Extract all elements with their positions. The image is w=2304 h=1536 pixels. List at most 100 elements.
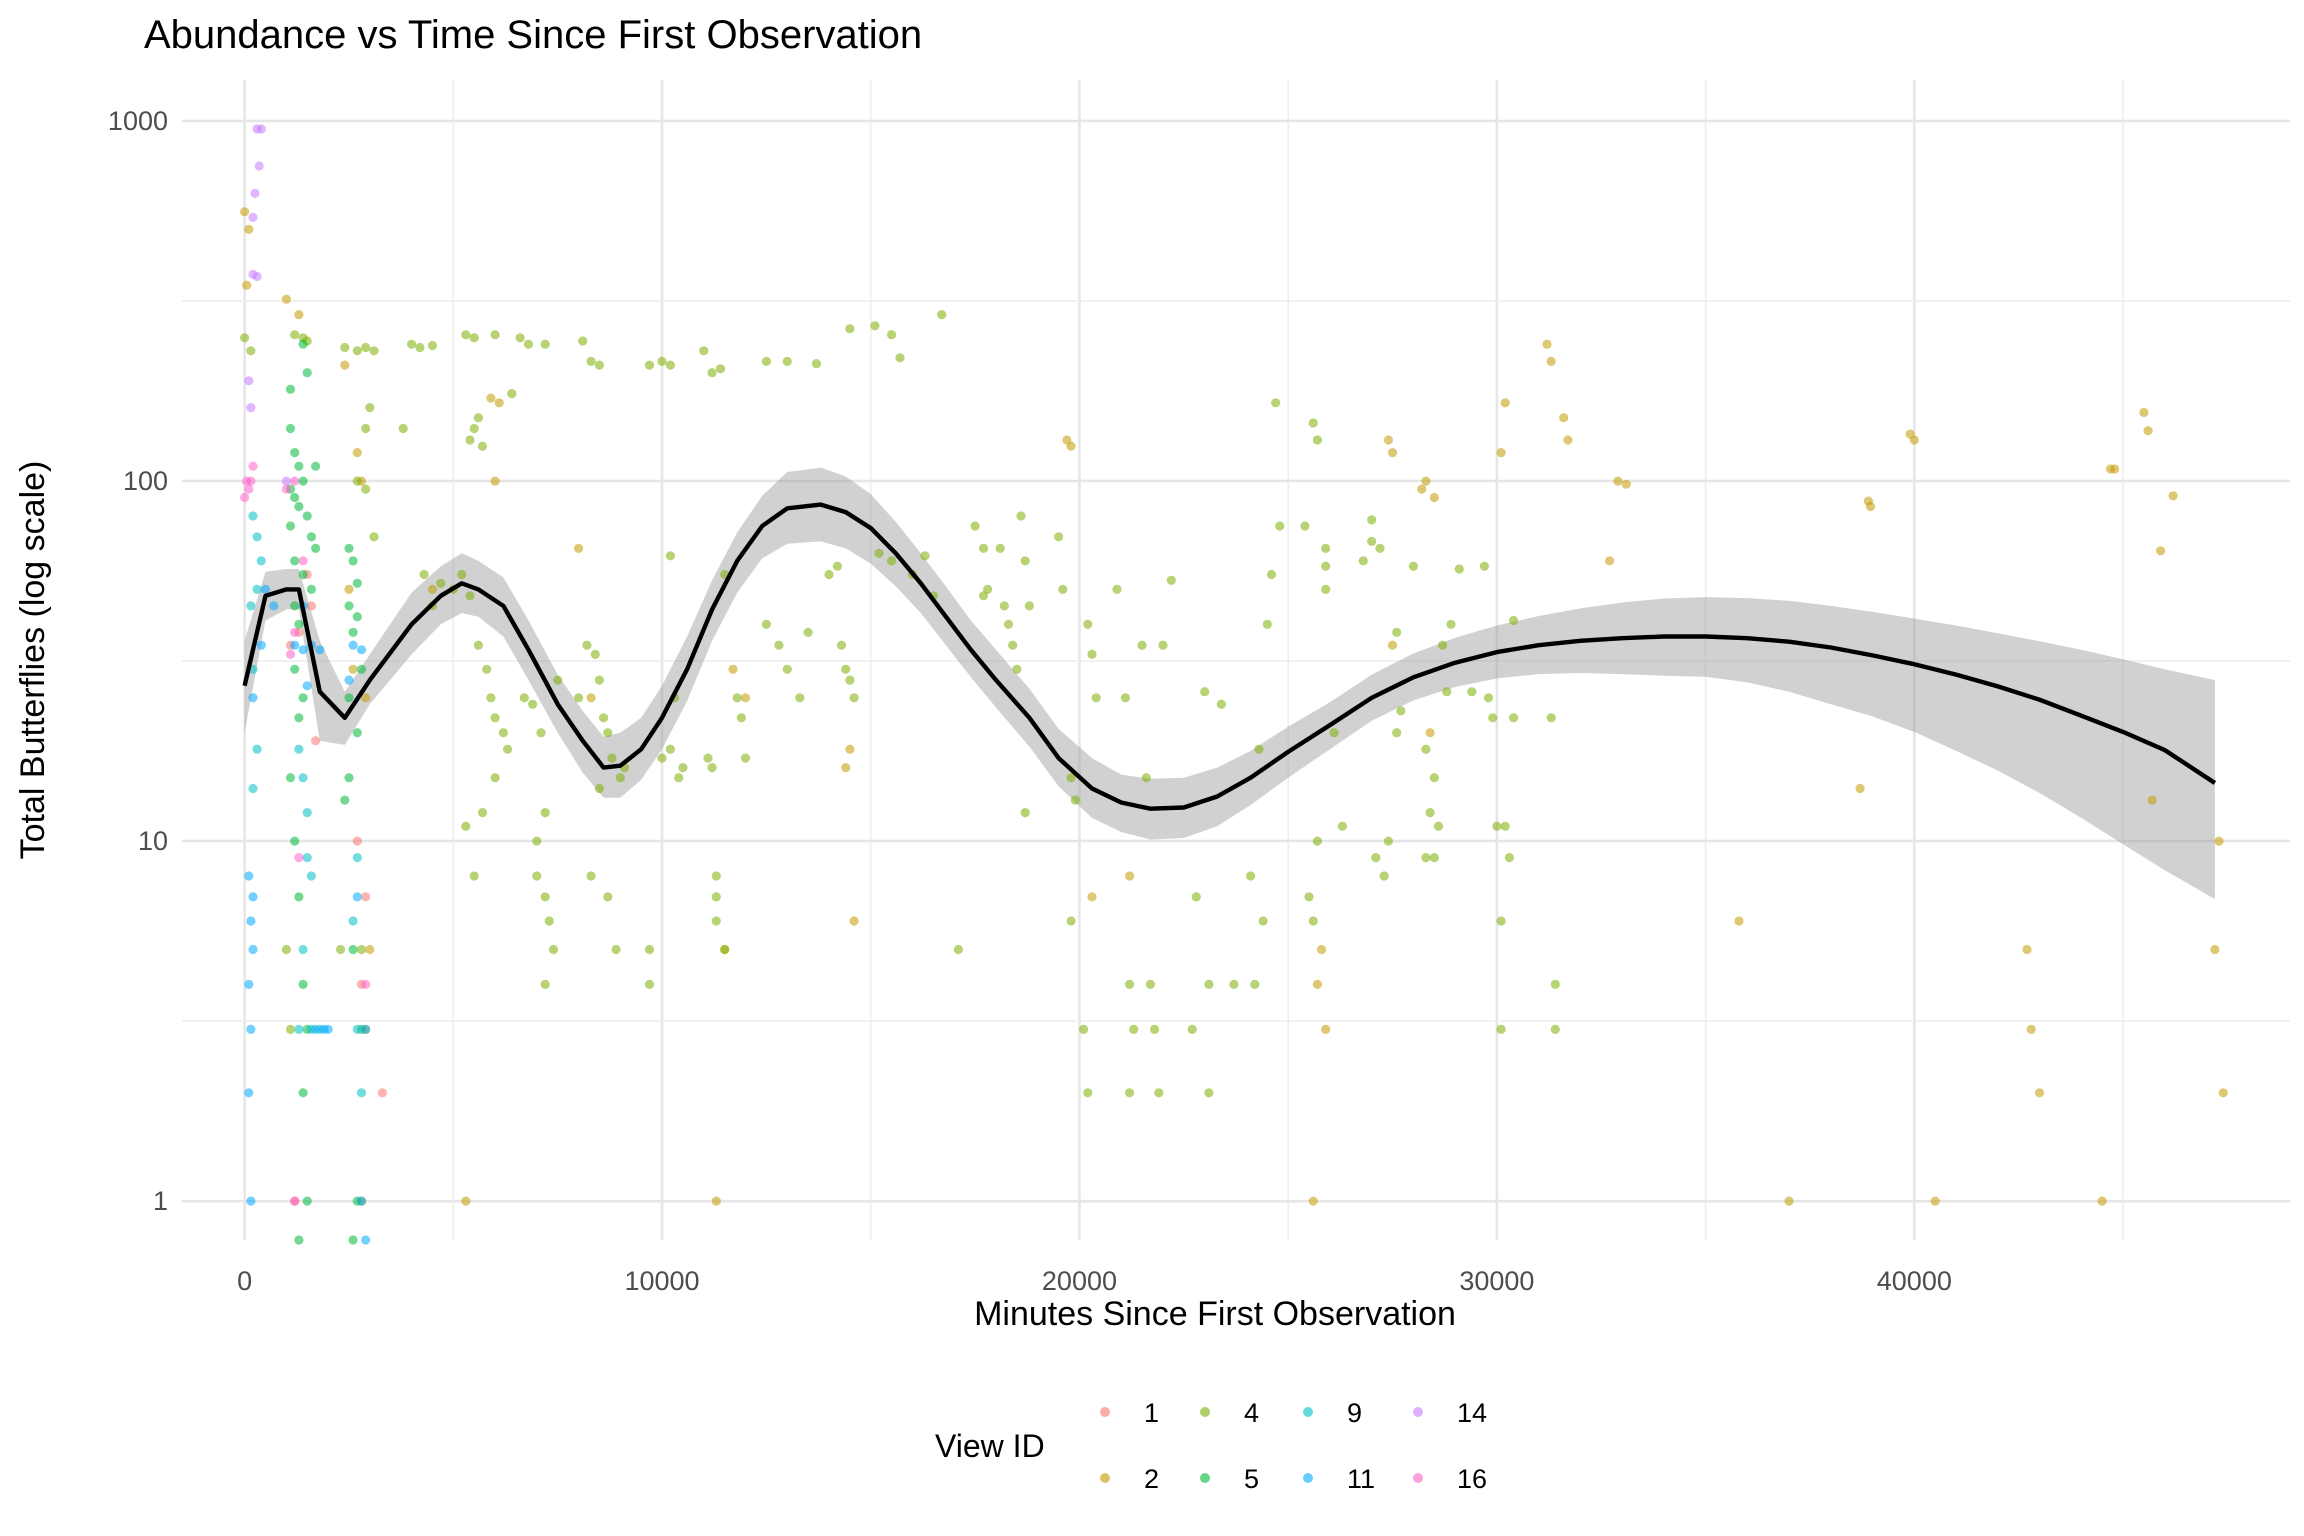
data-point <box>298 339 308 349</box>
data-point <box>1367 536 1377 547</box>
data-point <box>594 360 605 370</box>
data-point <box>1550 1024 1560 1034</box>
data-point <box>711 916 721 926</box>
data-point <box>845 675 855 685</box>
data-point <box>246 346 256 356</box>
legend-label: 1 <box>1144 1398 1159 1428</box>
data-point <box>248 693 258 703</box>
data-point <box>1070 795 1080 805</box>
data-point <box>503 744 513 754</box>
data-point <box>302 368 312 378</box>
data-point <box>2034 1088 2045 1098</box>
data-point <box>644 944 655 955</box>
confidence-band-area <box>244 467 2215 900</box>
data-point <box>2143 426 2153 436</box>
data-point <box>256 640 266 650</box>
data-point <box>849 693 859 703</box>
data-point <box>361 1235 371 1245</box>
data-point <box>995 543 1005 554</box>
data-point <box>306 532 316 542</box>
data-point <box>248 269 258 279</box>
legend-label: 9 <box>1347 1398 1362 1428</box>
data-point <box>1383 435 1393 445</box>
data-point <box>1317 944 1327 955</box>
data-point <box>845 324 855 334</box>
data-point <box>774 640 784 650</box>
data-point <box>285 521 296 531</box>
data-point <box>574 693 584 703</box>
data-point <box>356 1088 367 1098</box>
legend-key <box>1200 1407 1210 1417</box>
data-point <box>578 336 588 346</box>
data-point <box>461 1196 471 1206</box>
data-point <box>290 1196 300 1206</box>
data-point <box>1621 479 1631 489</box>
data-point <box>344 543 354 554</box>
legend: View ID 1 2 4 5 9 11 14 16 <box>935 1398 1487 1494</box>
data-point <box>1024 601 1034 611</box>
data-point <box>803 627 813 638</box>
data-point <box>340 342 350 353</box>
legend-key <box>1100 1407 1110 1417</box>
data-point <box>582 640 592 650</box>
data-point <box>1166 575 1176 585</box>
data-point <box>477 808 488 818</box>
data-point <box>352 346 362 356</box>
data-point <box>361 693 371 703</box>
y-tick-label: 1 <box>153 1186 168 1216</box>
data-point <box>298 944 308 955</box>
data-point <box>352 836 362 846</box>
data-point <box>707 763 717 773</box>
x-tick-label: 40000 <box>1877 1266 1952 1296</box>
data-point <box>1246 871 1256 881</box>
x-tick-label: 0 <box>237 1266 252 1296</box>
data-point <box>1417 484 1427 494</box>
series-view-14 <box>244 124 291 486</box>
data-point <box>348 916 358 926</box>
data-point <box>540 979 550 990</box>
data-point <box>477 441 488 451</box>
data-point <box>294 853 304 863</box>
data-point <box>841 664 851 674</box>
data-point <box>2210 944 2220 955</box>
legend-entry-5: 5 <box>1200 1464 1259 1494</box>
data-point <box>1066 441 1076 451</box>
data-point <box>352 892 362 902</box>
data-point <box>248 461 258 471</box>
data-point <box>361 892 371 902</box>
data-point <box>490 773 500 783</box>
data-point <box>1141 773 1151 783</box>
data-point <box>836 640 847 650</box>
data-point <box>306 871 316 881</box>
data-point <box>246 1024 256 1034</box>
data-point <box>1375 543 1385 554</box>
data-point <box>365 403 375 413</box>
data-point <box>657 356 667 366</box>
data-point <box>1438 640 1448 650</box>
data-point <box>498 728 508 738</box>
data-point <box>611 944 621 955</box>
data-point <box>427 340 438 351</box>
data-point <box>1371 853 1381 863</box>
data-point <box>532 836 542 846</box>
data-point <box>336 944 346 955</box>
data-point <box>281 944 291 955</box>
data-point <box>1784 1196 1794 1206</box>
data-point <box>1312 836 1322 846</box>
data-point <box>294 310 304 320</box>
data-point <box>1204 1088 1214 1098</box>
data-point <box>361 484 371 494</box>
data-point <box>1408 561 1418 571</box>
legend-entry-4: 4 <box>1200 1398 1259 1428</box>
data-point <box>1546 356 1556 366</box>
data-point <box>1312 435 1322 445</box>
data-point <box>323 1024 333 1034</box>
data-point <box>290 664 300 674</box>
data-point <box>1191 892 1201 902</box>
data-point <box>536 728 546 738</box>
data-point <box>594 675 605 685</box>
data-point <box>1066 916 1076 926</box>
data-point <box>715 364 726 374</box>
data-point <box>290 836 300 846</box>
data-point <box>1387 448 1398 458</box>
